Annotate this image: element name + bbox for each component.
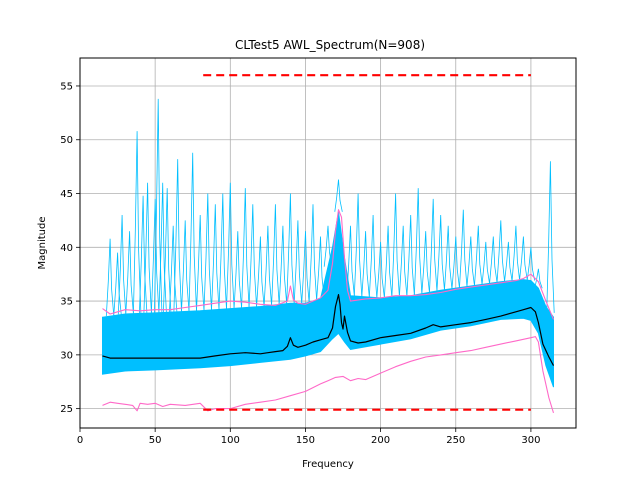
x-tick-label: 250 xyxy=(446,435,465,446)
y-tick-label: 45 xyxy=(60,189,73,200)
y-tick-label: 40 xyxy=(60,243,73,254)
y-tick-label: 55 xyxy=(60,81,73,92)
y-tick-label: 50 xyxy=(60,135,73,146)
x-tick-label: 50 xyxy=(149,435,162,446)
x-tick-label: 100 xyxy=(221,435,240,446)
chart-title: CLTest5 AWL_Spectrum(N=908) xyxy=(235,38,425,52)
y-axis-label: Magnitude xyxy=(37,217,48,270)
x-tick-label: 150 xyxy=(296,435,315,446)
y-tick-label: 30 xyxy=(60,350,73,361)
x-tick-label: 300 xyxy=(521,435,540,446)
y-tick-label: 25 xyxy=(60,404,73,415)
x-tick-label: 0 xyxy=(77,435,83,446)
y-tick-label: 35 xyxy=(60,297,73,308)
x-tick-label: 200 xyxy=(371,435,390,446)
x-axis-label: Frequency xyxy=(302,459,354,470)
